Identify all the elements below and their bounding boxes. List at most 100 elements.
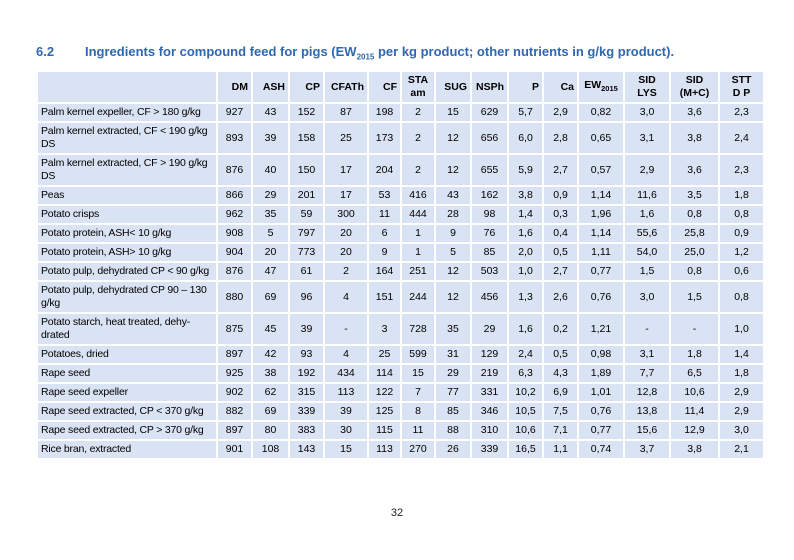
ingredient-name-cell: Potato starch, heat treated, dehy-drated [36, 312, 218, 346]
value-cell-stt-dp: 1,8 [718, 363, 765, 384]
value-cell-sug: 9 [434, 223, 472, 244]
table-row: Potato starch, heat treated, dehy-drated… [36, 312, 765, 346]
value-cell-cp: 339 [288, 401, 325, 422]
value-cell-nsph: 456 [470, 280, 509, 314]
value-cell-nsph: 310 [470, 420, 509, 441]
value-cell-cfath: 17 [323, 185, 369, 206]
page-number: 32 [390, 507, 404, 519]
value-cell-dm: 908 [216, 223, 253, 244]
value-cell-ca: 0,2 [542, 312, 579, 346]
value-cell-ca: 0,4 [542, 223, 579, 244]
value-cell-nsph: 219 [470, 363, 509, 384]
value-cell-cfath: - [323, 312, 369, 346]
value-cell-cp: 93 [288, 344, 325, 365]
section-title-subscript: 2015 [356, 52, 375, 62]
value-cell-nsph: 346 [470, 401, 509, 422]
value-cell-sug: 31 [434, 344, 472, 365]
value-cell-ew2015: 1,14 [577, 185, 625, 206]
value-cell-cp: 96 [288, 280, 325, 314]
value-cell-cfath: 20 [323, 223, 369, 244]
value-cell-sug: 15 [434, 102, 472, 123]
ingredients-table: DM ASH CP CFATh CF STA am SUG NSPh P Ca EW2015 SID LY… [36, 70, 765, 460]
ingredient-name-cell: Rape seed [36, 363, 218, 384]
value-cell-dm: 880 [216, 280, 253, 314]
value-cell-sid-mc: 0,8 [669, 204, 720, 225]
value-cell-ash: 39 [251, 121, 290, 155]
ingredient-name-cell: Rape seed extracted, CP < 370 g/kg [36, 401, 218, 422]
value-cell-sta-am: 2 [400, 102, 436, 123]
value-cell-sid-mc: 0,8 [669, 261, 720, 282]
value-cell-dm: 897 [216, 344, 253, 365]
value-cell-ew2015: 0,76 [577, 280, 625, 314]
table-row: Palm kernel extracted, CF < 190 g/kg DS 8… [36, 121, 765, 155]
column-header-ca: Ca [542, 70, 579, 104]
value-cell-p: 10,5 [507, 401, 544, 422]
value-cell-sid-mc: 3,6 [669, 102, 720, 123]
value-cell-sta-am: 2 [400, 121, 436, 155]
value-cell-cp: 158 [288, 121, 325, 155]
value-cell-nsph: 98 [470, 204, 509, 225]
ingredient-name-cell: Rape seed extracted, CP > 370 g/kg [36, 420, 218, 441]
value-cell-p: 5,9 [507, 153, 544, 187]
value-cell-nsph: 162 [470, 185, 509, 206]
value-cell-cf: 114 [367, 363, 402, 384]
column-header-ew2015: EW2015 [577, 70, 625, 104]
value-cell-cf: 53 [367, 185, 402, 206]
value-cell-cf: 115 [367, 420, 402, 441]
value-cell-cf: 125 [367, 401, 402, 422]
value-cell-ash: 80 [251, 420, 290, 441]
value-cell-ash: 5 [251, 223, 290, 244]
value-cell-sta-am: 251 [400, 261, 436, 282]
value-cell-dm: 904 [216, 242, 253, 263]
value-cell-sug: 26 [434, 439, 472, 460]
column-header-sug: SUG [434, 70, 472, 104]
table-row: Rape seed extracted, CP > 370 g/kg 897 80 3… [36, 420, 765, 441]
value-cell-sta-am: 1 [400, 223, 436, 244]
value-cell-sug: 88 [434, 420, 472, 441]
value-cell-ew2015: 0,76 [577, 401, 625, 422]
value-cell-cfath: 39 [323, 401, 369, 422]
value-cell-p: 1,4 [507, 204, 544, 225]
ingredient-name-cell: Potato crisps [36, 204, 218, 225]
value-cell-stt-dp: 2,1 [718, 439, 765, 460]
value-cell-nsph: 503 [470, 261, 509, 282]
table-row: Peas 866 29 201 17 53 416 43 162 3,8 0,9 1,14 11,6 3,… [36, 185, 765, 206]
table-row: Potato pulp, dehydrated CP 90 – 130 g/kg… [36, 280, 765, 314]
value-cell-cfath: 17 [323, 153, 369, 187]
value-cell-sid-mc: 6,5 [669, 363, 720, 384]
value-cell-cp: 150 [288, 153, 325, 187]
value-cell-sid-lys: 54,0 [623, 242, 671, 263]
value-cell-cfath: 25 [323, 121, 369, 155]
value-cell-sta-am: 1 [400, 242, 436, 263]
value-cell-cf: 11 [367, 204, 402, 225]
value-cell-nsph: 85 [470, 242, 509, 263]
column-header-sid-lys: SID LYS [623, 70, 671, 104]
value-cell-dm: 925 [216, 363, 253, 384]
value-cell-nsph: 339 [470, 439, 509, 460]
value-cell-ca: 2,7 [542, 261, 579, 282]
value-cell-nsph: 656 [470, 121, 509, 155]
value-cell-sid-mc: 3,8 [669, 439, 720, 460]
section-title: Ingredients for compound feed for pigs (… [85, 44, 766, 66]
value-cell-ca: 0,5 [542, 344, 579, 365]
table-header-row: DM ASH CP CFATh CF STA am SUG NSPh P Ca EW2015 SID LY… [36, 70, 765, 104]
value-cell-cp: 152 [288, 102, 325, 123]
value-cell-cf: 3 [367, 312, 402, 346]
value-cell-ew2015: 0,82 [577, 102, 625, 123]
value-cell-p: 1,3 [507, 280, 544, 314]
value-cell-sta-am: 15 [400, 363, 436, 384]
value-cell-cf: 25 [367, 344, 402, 365]
column-header-sid-mc: SID (M+C) [669, 70, 720, 104]
value-cell-cf: 6 [367, 223, 402, 244]
value-cell-ash: 45 [251, 312, 290, 346]
value-cell-ca: 2,9 [542, 102, 579, 123]
value-cell-p: 2,4 [507, 344, 544, 365]
value-cell-ash: 43 [251, 102, 290, 123]
value-cell-sug: 12 [434, 261, 472, 282]
value-cell-p: 6,3 [507, 363, 544, 384]
value-cell-stt-dp: 0,6 [718, 261, 765, 282]
value-cell-p: 10,6 [507, 420, 544, 441]
ingredient-name-cell: Potato protein, ASH> 10 g/kg [36, 242, 218, 263]
value-cell-dm: 882 [216, 401, 253, 422]
value-cell-p: 2,0 [507, 242, 544, 263]
